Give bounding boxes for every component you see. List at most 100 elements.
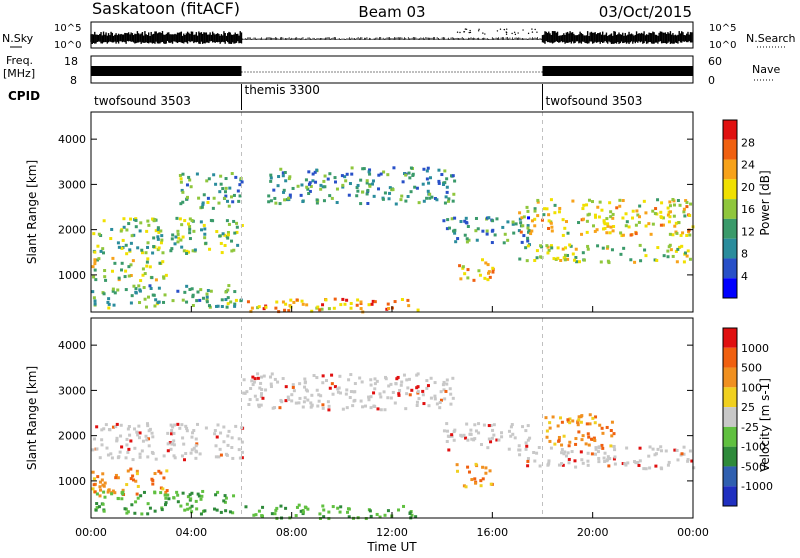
scatter-cell: [323, 174, 327, 178]
scatter-cell: [127, 274, 131, 278]
scatter-cell: [520, 240, 524, 244]
scatter-cell: [156, 226, 160, 230]
scatter-cell: [579, 420, 583, 424]
scatter-cell: [138, 455, 142, 459]
scatter-cell: [580, 414, 584, 418]
scatter-cell: [281, 377, 285, 381]
scatter-cell: [459, 220, 463, 224]
scatter-cell: [165, 489, 169, 493]
scatter-cell: [451, 396, 455, 400]
scatter-cell: [340, 174, 344, 178]
scatter-cell: [343, 175, 347, 179]
scatter-cell: [590, 452, 594, 456]
scatter-cell: [240, 426, 244, 430]
scatter-cell: [546, 251, 550, 255]
scatter-cell: [142, 286, 146, 290]
scatter-cell: [600, 443, 604, 447]
scatter-cell: [214, 493, 218, 497]
scatter-cell: [686, 249, 690, 253]
scatter-cell: [151, 251, 155, 255]
scatter-cell: [239, 299, 243, 303]
scatter-cell: [561, 218, 565, 222]
scatter-cell: [532, 451, 536, 455]
scatter-cell: [574, 442, 578, 446]
scatter-cell: [157, 230, 161, 234]
scatter-cell: [597, 456, 601, 460]
scatter-cell: [580, 458, 584, 462]
scatter-cell: [129, 263, 133, 267]
scatter-cell: [612, 445, 616, 449]
scatter-cell: [128, 433, 132, 437]
scatter-cell: [666, 249, 670, 253]
colorbar-segment: [723, 486, 737, 506]
scatter-cell: [452, 430, 456, 434]
scatter-cell: [277, 175, 281, 179]
scatter-cell: [585, 219, 589, 223]
scatter-cell: [466, 276, 470, 280]
scatter-cell: [226, 231, 230, 235]
scatter-cell: [188, 231, 192, 235]
scatter-cell: [214, 455, 218, 459]
scatter-cell: [625, 446, 629, 450]
scatter-cell: [179, 180, 183, 184]
scatter-cell: [610, 248, 614, 252]
scatter-cell: [581, 251, 585, 255]
scatter-cell: [408, 393, 412, 397]
scatter-cell: [591, 416, 595, 420]
scatter-cell: [237, 437, 241, 441]
scatter-cell: [130, 503, 134, 507]
scatter-cell: [679, 233, 683, 237]
scatter-cell: [250, 306, 254, 310]
scatter-cell: [281, 174, 285, 178]
scatter-cell: [435, 198, 439, 202]
scatter-cell: [633, 260, 637, 264]
scatter-cell: [654, 207, 658, 211]
scatter-cell: [221, 187, 225, 191]
scatter-cell: [188, 237, 192, 241]
scatter-cell: [619, 231, 623, 235]
scatter-cell: [548, 421, 552, 425]
scatter-cell: [350, 166, 354, 170]
scatter-cell: [226, 296, 230, 300]
scatter-cell: [127, 424, 131, 428]
scatter-cell: [529, 232, 533, 236]
scatter-cell: [443, 169, 447, 173]
scatter-cell: [185, 183, 189, 187]
scatter-cell: [445, 378, 449, 382]
nsearch-sample: [456, 31, 459, 33]
colorbar-segment: [723, 466, 737, 487]
scatter-cell: [511, 432, 515, 436]
scatter-cell: [475, 238, 479, 242]
scatter-cell: [344, 179, 348, 183]
scatter-cell: [267, 194, 271, 198]
scatter-cell: [594, 447, 598, 451]
scatter-cell: [619, 252, 623, 256]
scatter-cell: [190, 435, 194, 439]
scatter-cell: [267, 200, 271, 204]
scatter-cell: [535, 451, 539, 455]
scatter-cell: [596, 450, 600, 454]
scatter-cell: [270, 512, 274, 516]
scatter-cell: [190, 448, 194, 452]
scatter-cell: [101, 251, 105, 255]
scatter-cell: [338, 510, 342, 514]
scatter-cell: [299, 509, 303, 513]
scatter-cell: [287, 177, 291, 181]
nsky-label: N.Sky: [2, 32, 34, 45]
scatter-cell: [163, 293, 167, 297]
colorbar-segment: [723, 387, 737, 408]
scatter-cell: [580, 232, 584, 236]
scatter-cell: [536, 200, 540, 204]
scatter-cell: [164, 273, 168, 277]
scatter-cell: [173, 423, 177, 427]
scatter-cell: [316, 404, 320, 408]
scatter-cell: [449, 402, 453, 406]
scatter-cell: [407, 377, 411, 381]
colorbar-frame: [722, 327, 738, 507]
scatter-cell: [511, 222, 515, 226]
scatter-cell: [655, 258, 659, 262]
scatter-cell: [509, 425, 513, 429]
colorbar-segment: [723, 278, 737, 298]
scatter-cell: [310, 309, 314, 313]
scatter-cell: [230, 172, 234, 176]
